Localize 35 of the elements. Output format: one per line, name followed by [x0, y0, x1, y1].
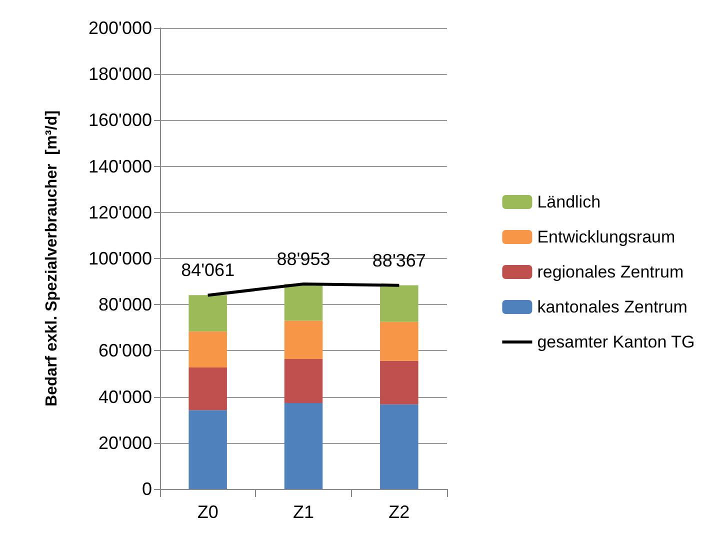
bar: [380, 322, 418, 361]
y-tick-label: 40'000: [98, 386, 152, 407]
y-tick-label: 160'000: [88, 110, 152, 130]
legend-label: kantonales Zentrum: [537, 298, 688, 316]
x-tick-label: Z2: [388, 502, 410, 522]
y-tick-label: 80'000: [98, 294, 152, 315]
data-label: 88'367: [372, 250, 426, 270]
x-tick-label: Z1: [292, 502, 314, 522]
y-tick-label: 0: [142, 479, 152, 499]
bar: [284, 359, 323, 404]
y-tick-label: 20'000: [98, 432, 152, 453]
legend-label: gesamter Kanton TG: [537, 332, 695, 352]
y-tick-label: 120'000: [88, 202, 152, 222]
bar: [284, 320, 323, 359]
bar: [188, 295, 227, 332]
data-label: 88'953: [276, 248, 330, 269]
bar: [188, 410, 227, 489]
bar: [188, 368, 227, 410]
bar: [380, 404, 418, 489]
y-tick-label: 100'000: [88, 248, 152, 268]
bar: [188, 331, 227, 368]
legend-label: regionales Zentrum: [537, 262, 684, 282]
y-axis-title: Bedarf exkl. Spezialverbraucher [m³/d]: [44, 110, 60, 407]
bar: [380, 360, 418, 404]
x-tick-label: Z0: [197, 502, 218, 522]
legend-label: Entwicklungsraum: [537, 228, 676, 246]
legend-label: Ländlich: [537, 192, 601, 212]
y-tick-label: 60'000: [98, 340, 152, 361]
y-tick-label: 140'000: [88, 156, 152, 176]
y-tick-label: 200'000: [88, 18, 152, 38]
bar: [284, 403, 323, 489]
bar: [284, 284, 323, 321]
bar: [380, 285, 418, 322]
y-tick-label: 180'000: [88, 64, 152, 84]
data-label: 84'061: [181, 260, 235, 280]
